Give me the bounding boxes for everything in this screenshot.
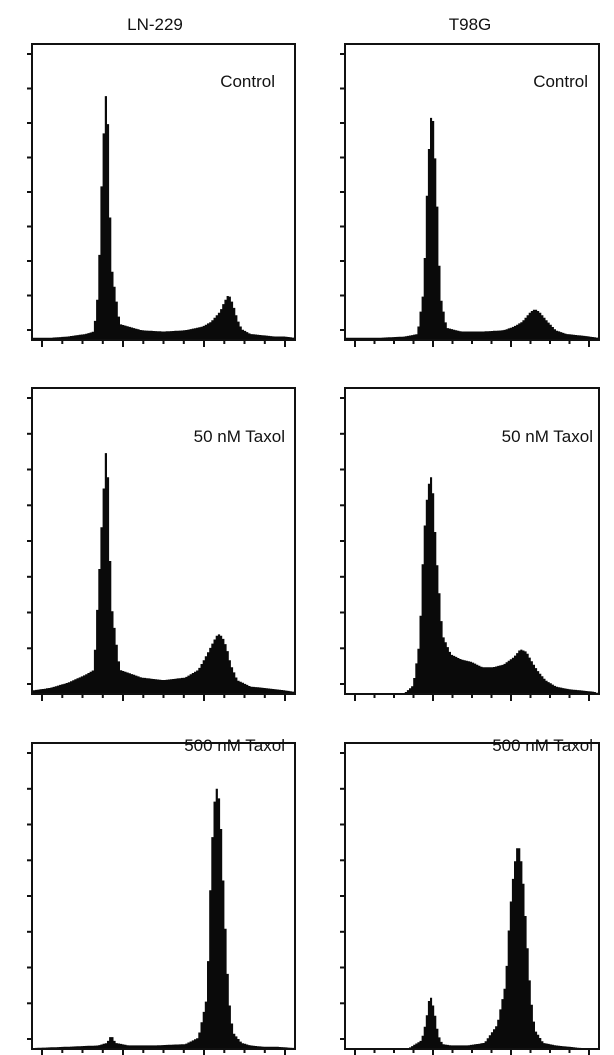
histogram-t98g-control: Control	[340, 43, 600, 347]
panel-label-ln229-50nm: 50 nM Taxol	[194, 427, 285, 446]
histogram-area	[346, 848, 598, 1048]
panel-label-ln229-500nm: 500 nM Taxol	[184, 736, 285, 755]
plot-frame	[344, 742, 600, 1050]
histogram-t98g-500nm-taxol: 500 nM Taxol	[340, 736, 600, 1055]
histogram-area	[33, 788, 294, 1048]
plot-frame	[31, 742, 296, 1050]
histogram-ln229-control: Control	[27, 43, 296, 347]
column-title-ln229: LN-229	[127, 15, 183, 34]
column-title-t98g: T98G	[449, 15, 492, 34]
panel-label-ln229-control: Control	[220, 72, 275, 91]
panel-label-t98g-500nm: 500 nM Taxol	[492, 736, 593, 755]
histogram-area	[33, 453, 294, 693]
panel-label-t98g-50nm: 50 nM Taxol	[502, 427, 593, 446]
histogram-area	[33, 96, 294, 339]
histogram-ln229-50nm-taxol: 50 nM Taxol	[27, 387, 296, 701]
histogram-t98g-50nm-taxol: 50 nM Taxol	[340, 387, 600, 701]
histogram-area	[346, 477, 598, 693]
panel-label-t98g-control: Control	[533, 72, 588, 91]
histogram-area	[346, 117, 598, 340]
histogram-ln229-500nm-taxol: 500 nM Taxol	[27, 736, 296, 1055]
